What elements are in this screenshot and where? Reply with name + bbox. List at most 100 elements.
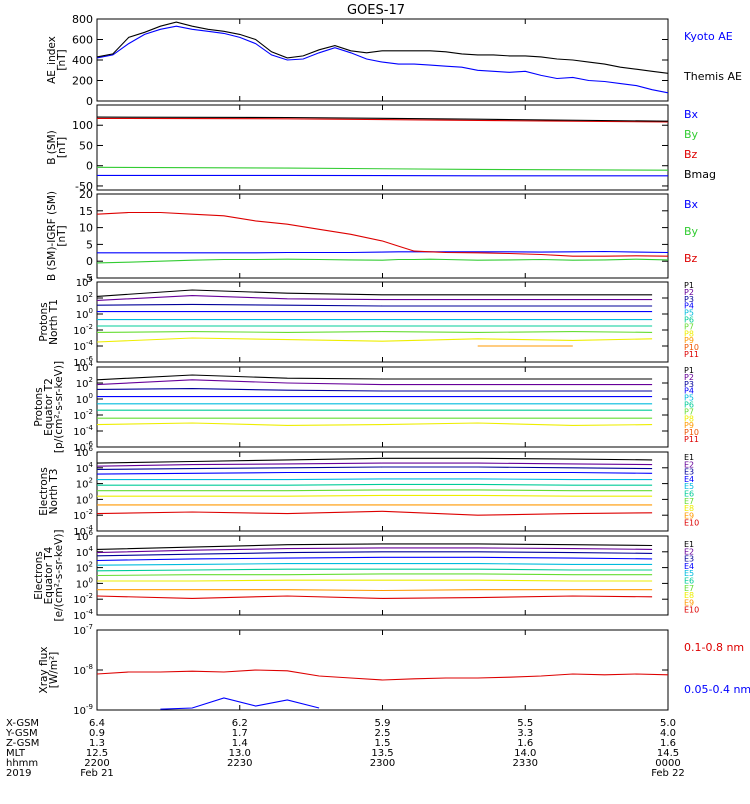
y-tick-label: 5 [86,238,93,251]
y-axis-label: [nT] [56,137,68,158]
series-line-p1 [97,375,652,380]
y-tick-label: 106 [76,445,94,459]
y-tick-label: 20 [79,188,93,201]
y-tick-label: 102 [76,477,93,491]
y-tick-label: 100 [76,392,93,406]
legend-label-bx: Bx [684,108,699,121]
footer-cell: 2330 [513,758,538,769]
y-tick-label: 100 [76,307,93,321]
y-axis-label: [p/(cm²-s-sr-keV)] [53,361,65,453]
series-line-themis-ae [97,22,668,73]
y-tick-label: 104 [76,461,94,475]
series-line-e2 [97,463,652,466]
series-line-bz [97,213,668,257]
series-line-e5 [97,479,652,480]
series-line-p2 [97,380,652,385]
y-tick-label: 600 [72,34,93,47]
y-axis-label: North T1 [48,299,60,345]
y-tick-label: 100 [76,492,93,506]
footer-cell: 2230 [227,758,252,769]
series-line-by [97,259,668,263]
y-tick-label: 10-7 [73,623,93,637]
series-line-e3 [97,467,652,469]
y-tick-label: 400 [72,54,93,67]
y-axis-label: [e/(cm²-s-sr-keV)] [53,530,65,622]
y-tick-label: 106 [76,529,94,543]
y-axis-label: [nT] [56,49,68,70]
footer-row-label: 2019 [6,768,31,779]
y-tick-label: 10-2 [73,508,93,522]
legend-label-kyoto-ae: Kyoto AE [684,30,733,43]
y-tick-label: 10-4 [73,424,93,438]
legend-label-e10: E10 [684,519,699,528]
plot-title: GOES-17 [347,3,405,18]
series-line-e8 [97,580,652,581]
y-tick-label: 0 [86,160,93,173]
y-tick-label: 102 [76,291,93,305]
series-line-p3 [97,304,652,306]
legend-label-bz: Bz [684,148,698,161]
y-tick-label: 50 [79,139,93,152]
y-axis-label: [W/m²] [48,652,60,689]
y-tick-label: 800 [72,13,93,26]
y-tick-label: 10-9 [73,703,93,717]
y-tick-label: 104 [76,545,94,559]
y-tick-label: 200 [72,75,93,88]
footer-cell: 2300 [370,758,395,769]
panel-frame [97,630,668,710]
series-line-p2 [97,296,652,301]
series-line-by [97,167,668,170]
legend-label-themis-ae: Themis AE [683,70,742,83]
y-tick-label: 10-2 [73,408,93,422]
legend-label-by: By [684,225,699,238]
series-line-e3 [97,552,652,556]
legend-label-by: By [684,128,699,141]
legend-label-e10: E10 [684,606,699,615]
y-tick-label: 10-2 [73,592,93,606]
y-tick-label: 100 [72,119,93,132]
series-line-e7 [97,574,652,576]
series-line-e7 [97,490,652,491]
footer-cell: Feb 21 [80,768,114,779]
legend-label-p11: P11 [684,350,699,359]
series-line-p3 [97,389,652,391]
series-line-e4 [97,473,652,475]
y-tick-label: 10-2 [73,323,93,337]
series-line-p8 [97,423,652,425]
y-tick-label: 104 [76,275,94,289]
y-tick-label: 100 [76,576,93,590]
series-line-p7 [97,332,652,333]
panel-frame [97,282,668,362]
series-line-kyoto-ae [97,26,668,93]
series-line-p8 [97,338,652,342]
y-tick-label: 10-4 [73,608,93,622]
series-line-e5 [97,564,652,566]
panel-frame [97,194,668,278]
series-line-e9 [97,590,652,591]
y-tick-label: 10 [79,222,93,235]
y-tick-label: 0 [86,95,93,108]
y-tick-label: 102 [76,376,93,390]
y-tick-label: 10-8 [73,663,93,677]
legend-label-bx: Bx [684,198,699,211]
footer-cell: Feb 22 [651,768,685,779]
y-tick-label: 102 [76,561,93,575]
legend-label-p11: P11 [684,435,699,444]
legend-label-0-1-0-8-nm: 0.1-0.8 nm [684,641,744,654]
series-line-e1 [97,458,652,463]
series-line-e8 [97,495,652,496]
y-tick-label: 10-4 [73,339,93,353]
series-line-e10 [97,511,652,515]
y-axis-label: [nT] [56,225,68,246]
panel-frame [97,19,668,101]
y-tick-label: 0 [86,255,93,268]
